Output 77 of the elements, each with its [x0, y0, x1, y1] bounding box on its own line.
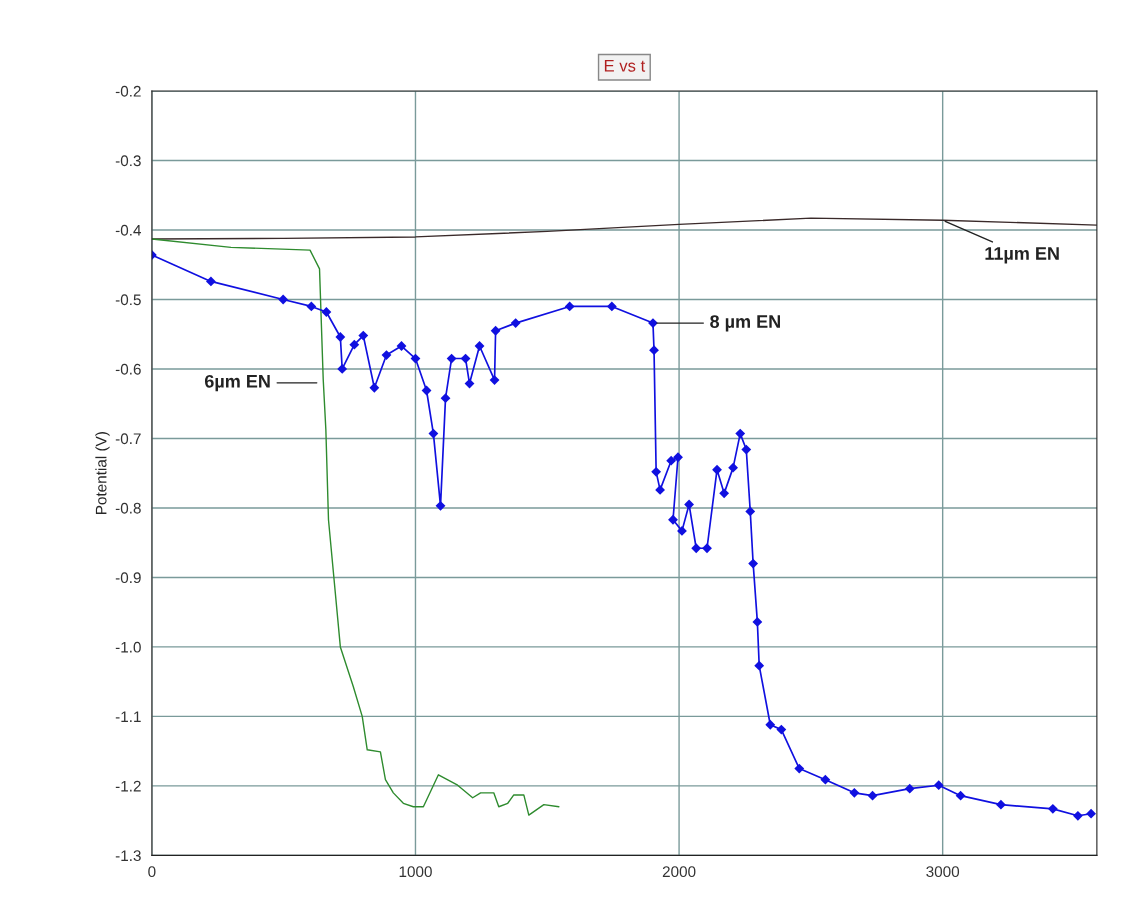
point [369, 382, 380, 393]
point [1086, 808, 1096, 819]
point [490, 325, 501, 336]
point [684, 499, 694, 510]
point [1047, 803, 1058, 814]
chart-title: E vs t [604, 60, 646, 72]
y-tick-label: -1.1 [115, 711, 141, 722]
point [1072, 810, 1083, 821]
point [677, 525, 687, 536]
y-tick-label: -0.4 [115, 224, 142, 236]
x-tick-label: 0 [148, 866, 156, 878]
point [666, 455, 677, 466]
point [754, 660, 765, 671]
point [745, 506, 756, 517]
point [765, 719, 776, 730]
y-tick-label: -1.0 [115, 641, 141, 653]
y-tick-label: -1.3 [115, 850, 141, 862]
y-tick-label: -0.9 [115, 572, 141, 584]
annotation: 8 µm EN [710, 315, 780, 332]
point [321, 307, 332, 317]
point [349, 339, 360, 350]
point [655, 484, 665, 495]
x-tick-label: 3000 [926, 866, 960, 878]
point [820, 774, 831, 785]
point [794, 763, 805, 774]
point [358, 330, 369, 341]
point [651, 466, 662, 477]
point [474, 341, 485, 351]
point [306, 301, 317, 312]
point [440, 393, 451, 404]
point [396, 341, 407, 351]
point [776, 724, 787, 735]
point [691, 543, 702, 554]
point [933, 780, 944, 791]
y-tick-label: -0.5 [115, 294, 141, 306]
y-tick-label: -0.2 [115, 85, 141, 97]
point [446, 353, 457, 364]
point [719, 488, 730, 499]
point [381, 350, 392, 360]
point [728, 462, 739, 473]
point [206, 276, 216, 287]
x-tick-label: 1000 [399, 866, 432, 878]
point [673, 452, 683, 463]
x-tick-label: 2000 [662, 866, 696, 878]
line-series [151, 217, 1097, 240]
point [735, 428, 746, 439]
point [849, 787, 860, 798]
point [668, 514, 678, 525]
annotation: 6µm EN [204, 374, 270, 392]
line-series [151, 238, 560, 816]
point [606, 301, 617, 312]
y-tick-label: -0.6 [115, 363, 141, 375]
point [712, 464, 722, 475]
point [510, 318, 521, 329]
point [741, 444, 752, 455]
point [752, 617, 763, 627]
y-axis-title: Potential (V) [95, 432, 110, 514]
point [649, 345, 659, 356]
point [335, 332, 346, 342]
point [748, 558, 759, 569]
point [996, 799, 1006, 810]
point [428, 428, 439, 439]
y-tick-label: -0.7 [115, 433, 141, 445]
point [489, 375, 500, 385]
point [278, 294, 289, 305]
point [904, 783, 915, 794]
y-tick-label: -0.3 [115, 155, 141, 167]
point [702, 543, 712, 554]
y-tick-label: -0.8 [115, 502, 141, 514]
point [955, 790, 966, 801]
point [435, 500, 446, 511]
point [564, 301, 575, 312]
point [867, 790, 878, 801]
point [648, 318, 658, 329]
y-tick-label: -1.2 [115, 780, 141, 792]
point [337, 364, 348, 374]
annotation: 11µm EN [985, 247, 1059, 264]
